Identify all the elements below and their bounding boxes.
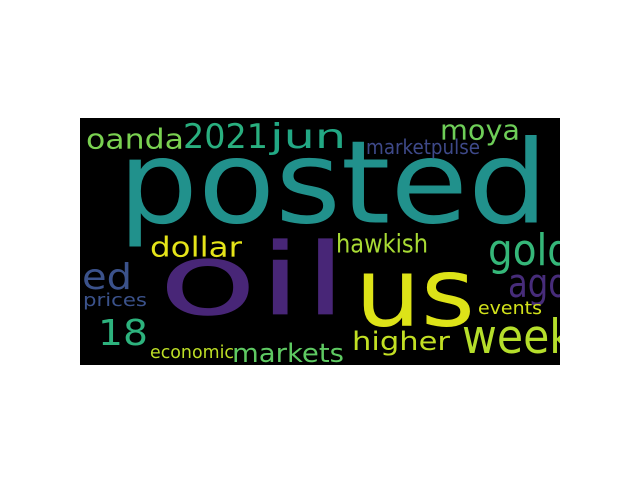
word-economic: economic (150, 342, 234, 364)
word-prices: prices (83, 290, 147, 312)
word-markets: markets (232, 337, 344, 365)
word-ago: ago (508, 259, 560, 307)
word-jun: jun (270, 118, 346, 157)
word-events: events (478, 298, 542, 320)
word-gold: gold (488, 224, 560, 276)
word-us: us (355, 238, 475, 349)
word-marketpulse: marketpulse (366, 135, 480, 160)
word-moya: moya (440, 118, 520, 148)
word-2021: 2021 (183, 118, 268, 157)
word-higher: higher (352, 325, 450, 357)
word-oanda: oanda (86, 123, 184, 156)
word-week: week (462, 310, 560, 365)
word-ed: ed (82, 256, 132, 299)
word-oil: oil (158, 221, 348, 339)
word-hawkish: hawkish (336, 229, 428, 260)
word-18: 18 (98, 312, 148, 355)
word-dollar: dollar (150, 231, 242, 264)
word-cloud-panel: posted oil us week gold ago 2021 jun oan… (80, 118, 560, 365)
word-posted: posted (118, 118, 548, 251)
